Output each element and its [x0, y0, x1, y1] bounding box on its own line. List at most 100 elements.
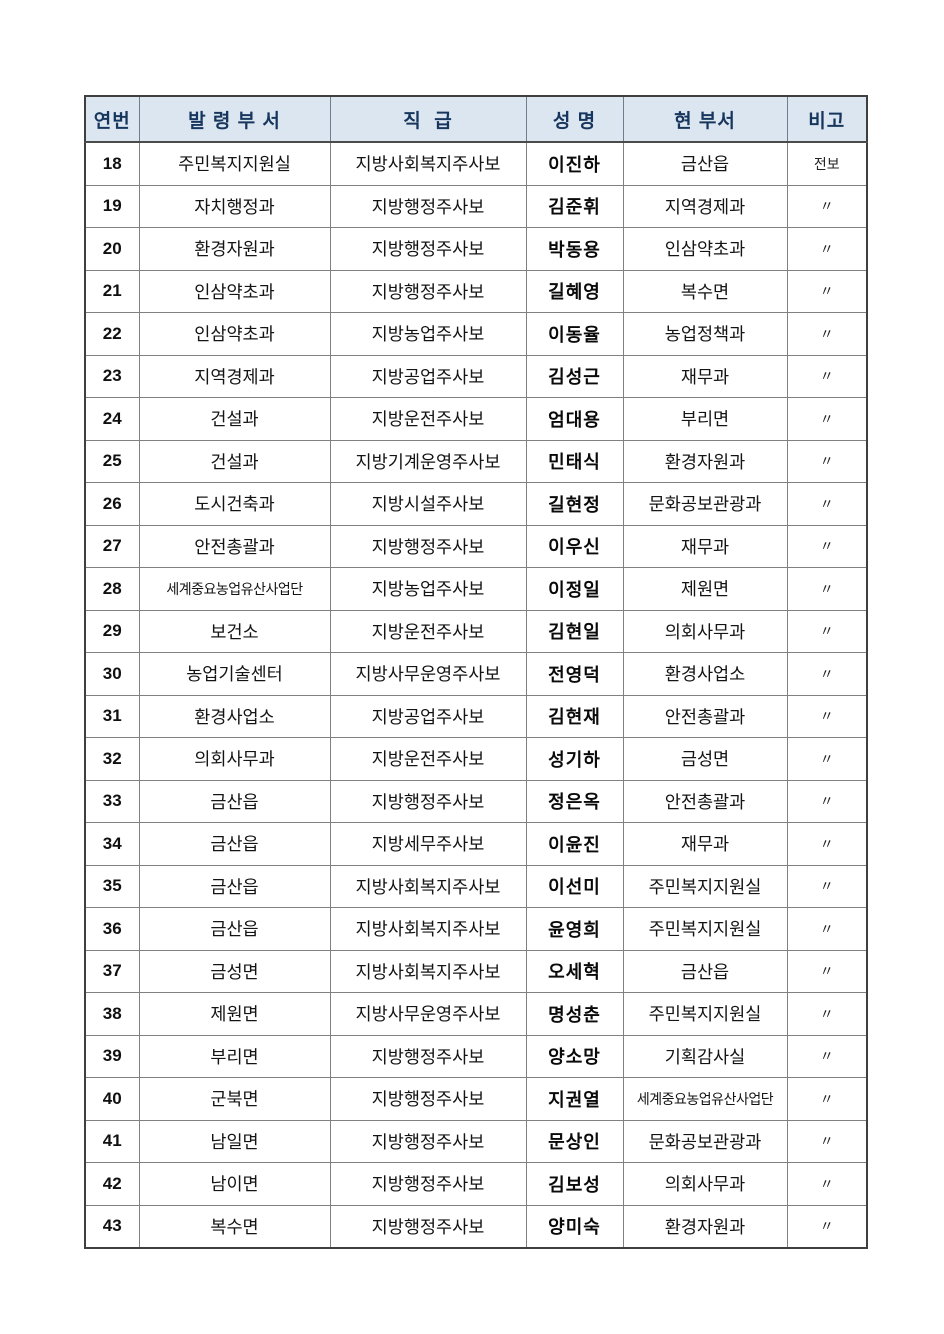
- cell-note: 〃: [786, 609, 868, 653]
- cell-current-dept: 기획감사실: [622, 1034, 788, 1078]
- cell-no: 36: [84, 907, 140, 951]
- cell-current-dept: 의회사무과: [622, 609, 788, 653]
- cell-rank: 지방기계운영주사보: [329, 439, 527, 483]
- table-row: 42 남이면 지방행정주사보 김보성 의회사무과 〃: [84, 1162, 868, 1206]
- column-header-no: 연번: [84, 95, 140, 143]
- cell-current-dept: 주민복지지원실: [622, 864, 788, 908]
- cell-no: 24: [84, 397, 140, 441]
- cell-from-dept: 자치행정과: [138, 184, 331, 228]
- cell-from-dept: 의회사무과: [138, 737, 331, 781]
- cell-no: 18: [84, 141, 140, 186]
- table-row: 35 금산읍 지방사회복지주사보 이선미 주민복지지원실 〃: [84, 864, 868, 908]
- cell-note: 〃: [786, 227, 868, 271]
- cell-rank: 지방농업주사보: [329, 312, 527, 356]
- cell-rank: 지방사회복지주사보: [329, 949, 527, 993]
- table-row: 20 환경자원과 지방행정주사보 박동용 인삼약초과 〃: [84, 227, 868, 271]
- cell-name: 윤영희: [525, 907, 624, 951]
- cell-from-dept: 인삼약초과: [138, 312, 331, 356]
- cell-name: 양미숙: [525, 1204, 624, 1249]
- cell-name: 문상인: [525, 1119, 624, 1163]
- cell-current-dept: 복수면: [622, 269, 788, 313]
- cell-no: 22: [84, 312, 140, 356]
- cell-from-dept: 주민복지지원실: [138, 141, 331, 186]
- cell-from-dept: 남일면: [138, 1119, 331, 1163]
- cell-current-dept: 주민복지지원실: [622, 992, 788, 1036]
- cell-from-dept: 금산읍: [138, 779, 331, 823]
- column-header-name: 성 명: [525, 95, 624, 143]
- cell-note: 〃: [786, 949, 868, 993]
- cell-from-dept: 농업기술센터: [138, 652, 331, 696]
- cell-rank: 지방사회복지주사보: [329, 864, 527, 908]
- cell-no: 38: [84, 992, 140, 1036]
- cell-no: 21: [84, 269, 140, 313]
- cell-rank: 지방행정주사보: [329, 1077, 527, 1121]
- cell-note: 〃: [786, 907, 868, 951]
- cell-from-dept: 환경자원과: [138, 227, 331, 271]
- cell-name: 길혜영: [525, 269, 624, 313]
- cell-note: 〃: [786, 524, 868, 568]
- cell-no: 39: [84, 1034, 140, 1078]
- table-header-row: 연번 발 령 부 서 직 급 성 명 현 부서 비고: [84, 95, 868, 143]
- cell-rank: 지방시설주사보: [329, 482, 527, 526]
- cell-current-dept: 지역경제과: [622, 184, 788, 228]
- cell-note: 〃: [786, 397, 868, 441]
- cell-from-dept: 제원면: [138, 992, 331, 1036]
- column-header-rank: 직 급: [329, 95, 527, 143]
- cell-name: 길현정: [525, 482, 624, 526]
- table-row: 33 금산읍 지방행정주사보 정은옥 안전총괄과 〃: [84, 779, 868, 823]
- cell-current-dept: 안전총괄과: [622, 779, 788, 823]
- cell-note: 〃: [786, 1162, 868, 1206]
- cell-from-dept: 도시건축과: [138, 482, 331, 526]
- cell-from-dept: 금산읍: [138, 864, 331, 908]
- cell-name: 명성춘: [525, 992, 624, 1036]
- cell-note: 〃: [786, 312, 868, 356]
- cell-rank: 지방사무운영주사보: [329, 992, 527, 1036]
- table-row: 27 안전총괄과 지방행정주사보 이우신 재무과 〃: [84, 524, 868, 568]
- cell-rank: 지방행정주사보: [329, 1119, 527, 1163]
- table-row: 34 금산읍 지방세무주사보 이윤진 재무과 〃: [84, 822, 868, 866]
- cell-current-dept: 금산읍: [622, 949, 788, 993]
- cell-note: 〃: [786, 1204, 868, 1249]
- cell-current-dept: 환경자원과: [622, 439, 788, 483]
- cell-from-dept: 부리면: [138, 1034, 331, 1078]
- table-row: 21 인삼약초과 지방행정주사보 길혜영 복수면 〃: [84, 269, 868, 313]
- cell-current-dept: 문화공보관광과: [622, 1119, 788, 1163]
- table-row: 26 도시건축과 지방시설주사보 길현정 문화공보관광과 〃: [84, 482, 868, 526]
- cell-rank: 지방행정주사보: [329, 1034, 527, 1078]
- cell-note: 〃: [786, 822, 868, 866]
- table-row: 37 금성면 지방사회복지주사보 오세혁 금산읍 〃: [84, 949, 868, 993]
- cell-note: 〃: [786, 694, 868, 738]
- cell-from-dept: 안전총괄과: [138, 524, 331, 568]
- cell-from-dept: 금산읍: [138, 907, 331, 951]
- cell-name: 김보성: [525, 1162, 624, 1206]
- cell-note: 〃: [786, 567, 868, 611]
- cell-name: 이윤진: [525, 822, 624, 866]
- table-row: 24 건설과 지방운전주사보 엄대용 부리면 〃: [84, 397, 868, 441]
- cell-name: 이진하: [525, 141, 624, 186]
- cell-no: 25: [84, 439, 140, 483]
- table-row: 40 군북면 지방행정주사보 지권열 세계중요농업유산사업단 〃: [84, 1077, 868, 1121]
- cell-from-dept: 인삼약초과: [138, 269, 331, 313]
- cell-current-dept: 주민복지지원실: [622, 907, 788, 951]
- cell-from-dept: 지역경제과: [138, 354, 331, 398]
- table-row: 43 복수면 지방행정주사보 양미숙 환경자원과 〃: [84, 1204, 868, 1249]
- table-row: 41 남일면 지방행정주사보 문상인 문화공보관광과 〃: [84, 1119, 868, 1163]
- cell-from-dept: 복수면: [138, 1204, 331, 1249]
- cell-rank: 지방행정주사보: [329, 1162, 527, 1206]
- table-row: 31 환경사업소 지방공업주사보 김현재 안전총괄과 〃: [84, 694, 868, 738]
- cell-name: 양소망: [525, 1034, 624, 1078]
- cell-name: 정은옥: [525, 779, 624, 823]
- cell-no: 43: [84, 1204, 140, 1249]
- cell-no: 41: [84, 1119, 140, 1163]
- cell-no: 30: [84, 652, 140, 696]
- column-header-note: 비고: [786, 95, 868, 143]
- table-row: 23 지역경제과 지방공업주사보 김성근 재무과 〃: [84, 354, 868, 398]
- cell-rank: 지방행정주사보: [329, 269, 527, 313]
- cell-name: 김현일: [525, 609, 624, 653]
- cell-rank: 지방행정주사보: [329, 524, 527, 568]
- cell-name: 이우신: [525, 524, 624, 568]
- cell-note: 〃: [786, 652, 868, 696]
- cell-rank: 지방행정주사보: [329, 1204, 527, 1249]
- column-header-from-dept: 발 령 부 서: [138, 95, 331, 143]
